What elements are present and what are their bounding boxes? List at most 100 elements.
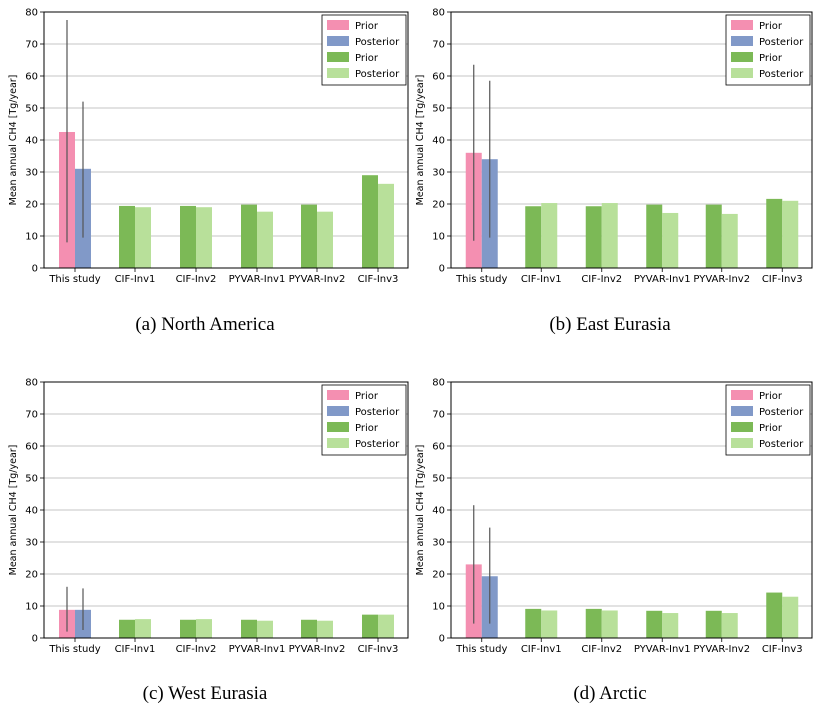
y-axis-label: Mean annual CH4 [Tg/year] xyxy=(415,445,426,576)
y-tick-label: 70 xyxy=(25,40,38,51)
bar-posterior-cif-inv1 xyxy=(541,203,558,268)
bar-prior-pyvar-inv2 xyxy=(705,610,722,638)
legend-label: Posterior xyxy=(355,37,400,48)
bar-prior-pyvar-inv2 xyxy=(705,204,722,268)
bar-posterior-cif-inv3 xyxy=(378,183,394,268)
y-tick-label: 10 xyxy=(432,602,445,613)
bar-prior-pyvar-inv1 xyxy=(241,204,257,268)
bar-posterior-cif-inv3 xyxy=(782,596,799,638)
legend-swatch xyxy=(731,422,753,432)
y-tick-label: 60 xyxy=(25,72,38,83)
legend-label: Prior xyxy=(355,423,379,434)
y-tick-label: 30 xyxy=(25,168,38,179)
bar-prior-cif-inv3 xyxy=(362,614,378,638)
bar-prior-cif-inv2 xyxy=(180,619,196,638)
x-tick-label: CIF-Inv1 xyxy=(115,274,156,285)
x-tick-label: This study xyxy=(455,274,507,285)
x-tick-label: CIF-Inv1 xyxy=(115,644,156,655)
x-tick-label: CIF-Inv1 xyxy=(521,274,562,285)
panel-caption: (a) North America xyxy=(135,314,275,335)
bar-prior-cif-inv1 xyxy=(119,205,135,268)
legend-label: Posterior xyxy=(355,69,400,80)
bar-posterior-pyvar-inv1 xyxy=(257,211,273,268)
y-tick-label: 30 xyxy=(432,538,445,549)
legend-swatch xyxy=(731,52,753,62)
bar-prior-pyvar-inv2 xyxy=(301,619,317,638)
x-tick-label: PYVAR-Inv2 xyxy=(289,644,346,655)
x-tick-label: CIF-Inv1 xyxy=(521,644,562,655)
axes-frame xyxy=(43,11,409,269)
y-tick-label: 50 xyxy=(432,104,445,115)
legend: Prior Posterior Prior Posterior xyxy=(321,14,407,86)
y-axis-label: Mean annual CH4 [Tg/year] xyxy=(415,75,426,206)
y-tick-label: 70 xyxy=(432,410,445,421)
y-tick-label: 50 xyxy=(432,474,445,485)
legend-swatch xyxy=(327,20,349,30)
bar-posterior-pyvar-inv2 xyxy=(721,213,738,268)
legend-swatch xyxy=(731,406,753,416)
y-tick-label: 10 xyxy=(25,232,38,243)
bar-prior-cif-inv2 xyxy=(180,205,196,268)
y-tick-label: 80 xyxy=(25,8,38,19)
chart-panel-2: 0 10 20 30 40 50 60 70 80 This study CIF-Inv1 CIF-I… xyxy=(415,8,813,335)
y-tick-label: 10 xyxy=(432,232,445,243)
axes-frame xyxy=(43,381,409,639)
x-tick-label: CIF-Inv2 xyxy=(176,644,217,655)
legend-label: Prior xyxy=(355,21,379,32)
axes-frame xyxy=(450,11,813,269)
bar-posterior-cif-inv2 xyxy=(601,203,618,268)
x-tick-label: PYVAR-Inv1 xyxy=(229,274,286,285)
y-tick-label: 0 xyxy=(439,634,445,645)
bar-prior-cif-inv3 xyxy=(362,175,378,268)
legend-label: Prior xyxy=(759,423,783,434)
legend-swatch xyxy=(731,36,753,46)
y-tick-label: 60 xyxy=(432,442,445,453)
bar-prior-cif-inv3 xyxy=(766,198,783,268)
legend-label: Prior xyxy=(759,391,783,402)
bar-prior-pyvar-inv2 xyxy=(301,204,317,268)
y-tick-label: 10 xyxy=(25,602,38,613)
y-tick-label: 80 xyxy=(432,378,445,389)
y-tick-label: 30 xyxy=(25,538,38,549)
bar-prior-cif-inv3 xyxy=(766,592,783,638)
y-tick-label: 0 xyxy=(32,634,38,645)
bar-posterior-cif-inv2 xyxy=(196,207,212,268)
y-tick-label: 20 xyxy=(432,200,445,211)
y-tick-label: 80 xyxy=(25,378,38,389)
legend-swatch xyxy=(327,422,349,432)
legend-label: Posterior xyxy=(759,439,804,450)
legend-swatch xyxy=(731,438,753,448)
y-tick-label: 40 xyxy=(25,136,38,147)
bar-posterior-pyvar-inv2 xyxy=(317,620,333,638)
bar-prior-cif-inv2 xyxy=(585,206,602,268)
legend-label: Posterior xyxy=(759,69,804,80)
legend-label: Prior xyxy=(759,21,783,32)
x-tick-label: CIF-Inv3 xyxy=(358,644,399,655)
chart-panel-1: 0 10 20 30 40 50 60 70 80 This study CIF-Inv1 CIF-I… xyxy=(8,8,409,335)
x-tick-label: PYVAR-Inv2 xyxy=(693,274,750,285)
legend: Prior Posterior Prior Posterior xyxy=(321,384,407,456)
y-tick-label: 20 xyxy=(25,200,38,211)
legend-swatch xyxy=(327,438,349,448)
bar-posterior-pyvar-inv2 xyxy=(317,211,333,268)
chart-panel-3: 0 10 20 30 40 50 60 70 80 This study CIF-Inv1 CIF-I… xyxy=(8,378,409,704)
panel-caption: (d) Arctic xyxy=(573,683,646,704)
bar-posterior-cif-inv3 xyxy=(378,614,394,638)
y-tick-label: 40 xyxy=(432,506,445,517)
legend: Prior Posterior Prior Posterior xyxy=(725,14,811,86)
legend-swatch xyxy=(327,36,349,46)
y-tick-label: 0 xyxy=(32,264,38,275)
panel-caption: (b) East Eurasia xyxy=(549,314,671,335)
x-tick-label: PYVAR-Inv1 xyxy=(229,644,286,655)
y-tick-label: 80 xyxy=(432,8,445,19)
y-tick-label: 60 xyxy=(432,72,445,83)
x-tick-label: PYVAR-Inv1 xyxy=(634,274,691,285)
x-tick-label: CIF-Inv2 xyxy=(581,644,622,655)
y-tick-label: 40 xyxy=(432,136,445,147)
x-tick-label: This study xyxy=(48,644,100,655)
legend-label: Posterior xyxy=(355,439,400,450)
x-tick-label: This study xyxy=(455,644,507,655)
x-tick-label: CIF-Inv2 xyxy=(176,274,217,285)
bar-posterior-cif-inv1 xyxy=(541,610,558,638)
